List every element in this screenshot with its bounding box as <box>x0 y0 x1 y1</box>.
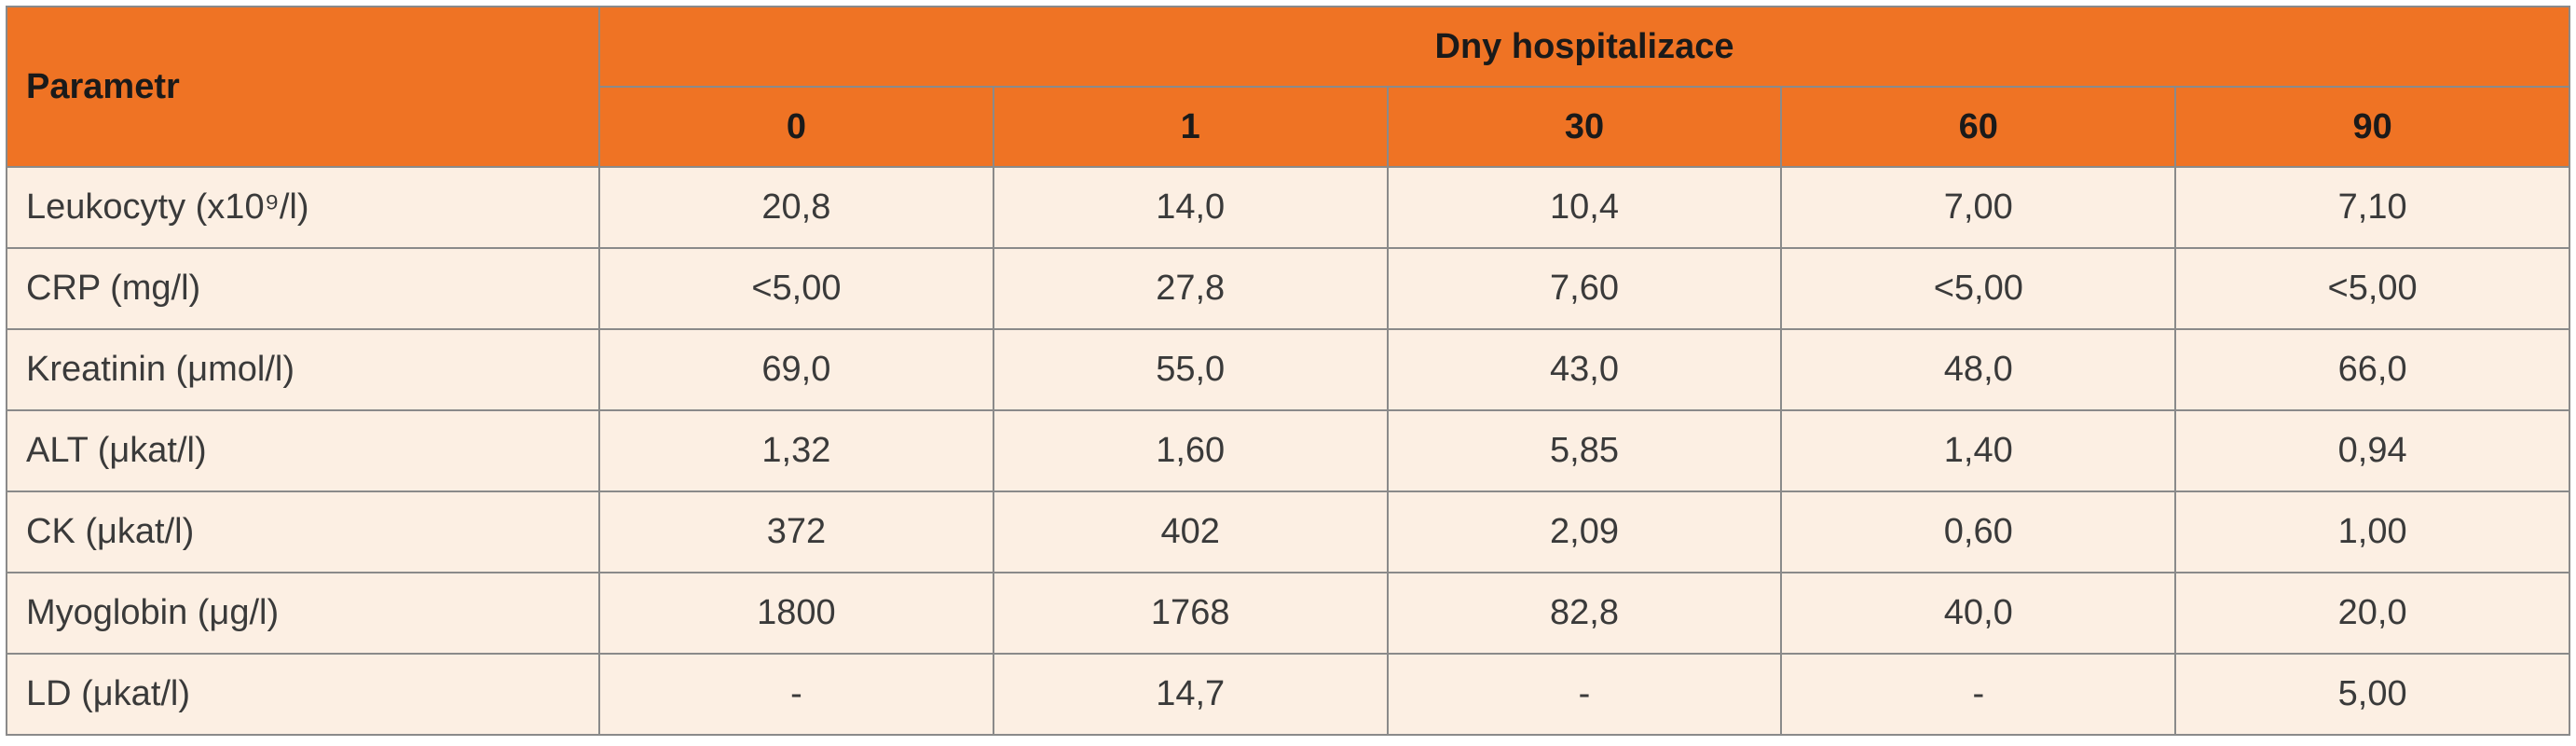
table-row: Myoglobin (μg/l) 1800 1768 82,8 40,0 20,… <box>6 572 2571 655</box>
row-label-alt: ALT (μkat/l) <box>6 409 600 492</box>
table-cell: 20,0 <box>2174 572 2571 655</box>
lab-results-table-container: Parametr Dny hospitalizace 0 1 30 60 90 … <box>6 6 2571 736</box>
parameter-column-header: Parametr <box>6 6 600 168</box>
table-cell: 20,8 <box>598 166 994 249</box>
table-cell: 7,10 <box>2174 166 2571 249</box>
table-cell: <5,00 <box>598 247 994 330</box>
day-header-0: 0 <box>598 86 994 168</box>
table-cell: 69,0 <box>598 328 994 411</box>
table-cell: 48,0 <box>1780 328 2177 411</box>
table-cell: 43,0 <box>1386 328 1783 411</box>
row-label-leukocyty: Leukocyty (x10⁹/l) <box>6 166 600 249</box>
table-cell: 5,85 <box>1386 409 1783 492</box>
table-cell: <5,00 <box>2174 247 2571 330</box>
table-cell: 1,40 <box>1780 409 2177 492</box>
table-row: Leukocyty (x10⁹/l) 20,8 14,0 10,4 7,00 7… <box>6 166 2571 249</box>
table-cell: 1,32 <box>598 409 994 492</box>
table-cell: 2,09 <box>1386 490 1783 573</box>
table-cell: - <box>1386 653 1783 736</box>
row-label-kreatinin: Kreatinin (μmol/l) <box>6 328 600 411</box>
table-cell: 402 <box>992 490 1389 573</box>
table-cell: 14,7 <box>992 653 1389 736</box>
day-header-1: 1 <box>992 86 1389 168</box>
table-cell: 66,0 <box>2174 328 2571 411</box>
table-cell: 1,60 <box>992 409 1389 492</box>
header-row-days: 0 1 30 60 90 <box>7 86 2571 168</box>
table-cell: 14,0 <box>992 166 1389 249</box>
table-row: ALT (μkat/l) 1,32 1,60 5,85 1,40 0,94 <box>6 409 2571 492</box>
table-row: LD (μkat/l) - 14,7 - - 5,00 <box>6 653 2571 736</box>
table-cell: 0,94 <box>2174 409 2571 492</box>
table-cell: 0,60 <box>1780 490 2177 573</box>
day-header-60: 60 <box>1780 86 2177 168</box>
header-row-group: Parametr Dny hospitalizace <box>6 6 2571 168</box>
table-row: CRP (mg/l) <5,00 27,8 7,60 <5,00 <5,00 <box>6 247 2571 330</box>
table-cell: 40,0 <box>1780 572 2177 655</box>
table-row: Kreatinin (μmol/l) 69,0 55,0 43,0 48,0 6… <box>6 328 2571 411</box>
table-cell: 82,8 <box>1386 572 1783 655</box>
table-cell: 1,00 <box>2174 490 2571 573</box>
table-cell: 7,00 <box>1780 166 2177 249</box>
table-cell: - <box>1780 653 2177 736</box>
row-label-crp: CRP (mg/l) <box>6 247 600 330</box>
table-cell: 7,60 <box>1386 247 1783 330</box>
table-cell: - <box>598 653 994 736</box>
row-label-ld: LD (μkat/l) <box>6 653 600 736</box>
table-cell: 1800 <box>598 572 994 655</box>
days-group-header: Dny hospitalizace <box>597 6 2571 88</box>
table-cell: 10,4 <box>1386 166 1783 249</box>
day-header-90: 90 <box>2174 86 2571 168</box>
table-row: CK (μkat/l) 372 402 2,09 0,60 1,00 <box>6 490 2571 573</box>
table-cell: <5,00 <box>1780 247 2177 330</box>
day-header-30: 30 <box>1386 86 1783 168</box>
lab-results-table: Parametr Dny hospitalizace 0 1 30 60 90 … <box>6 6 2571 736</box>
table-cell: 5,00 <box>2174 653 2571 736</box>
table-cell: 27,8 <box>992 247 1389 330</box>
table-cell: 1768 <box>992 572 1389 655</box>
table-cell: 372 <box>598 490 994 573</box>
table-cell: 55,0 <box>992 328 1389 411</box>
row-label-ck: CK (μkat/l) <box>6 490 600 573</box>
row-label-myoglobin: Myoglobin (μg/l) <box>6 572 600 655</box>
